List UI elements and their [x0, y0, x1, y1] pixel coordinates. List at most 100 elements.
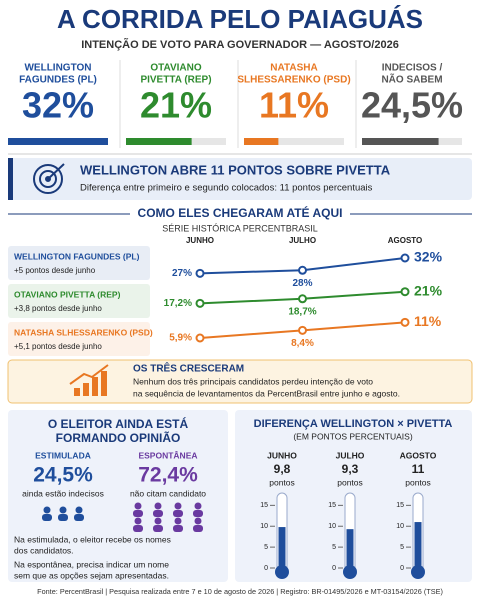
- data-label: 5,9%: [169, 333, 192, 344]
- opinion-note: dos candidatos.: [14, 545, 74, 555]
- section-subtitle: SÉRIE HISTÓRICA PERCENTBRASIL: [162, 223, 318, 233]
- stat-label: ESPONTÂNEA: [138, 449, 197, 460]
- footer: Fonte: PercentBrasil | Pesquisa realizad…: [37, 587, 443, 596]
- person-icon: [133, 510, 143, 517]
- x-tick-label: JUNHO: [186, 236, 214, 245]
- banner-title: WELLINGTON ABRE 11 PONTOS SOBRE PIVETTA: [80, 162, 391, 177]
- person-icon: [134, 502, 142, 510]
- y-tick-label: 10: [328, 523, 336, 530]
- data-label: 28%: [292, 278, 312, 289]
- x-tick-label: JUNHO: [267, 450, 297, 460]
- opinion-title: O ELEITOR AINDA ESTÁ: [48, 416, 189, 431]
- note-line: na sequência de levantamentos da Percent…: [133, 388, 400, 398]
- y-tick-label: 5: [400, 544, 404, 551]
- gap-title: DIFERENÇA WELLINGTON × PIVETTA: [254, 418, 453, 430]
- data-label: 21%: [414, 282, 443, 298]
- person-icon: [153, 525, 163, 532]
- unit-label: pontos: [337, 477, 363, 487]
- person-icon: [133, 525, 143, 532]
- point: [195, 298, 205, 308]
- note-line: Nenhum dos três principais candidatos pe…: [133, 376, 373, 386]
- point: [400, 287, 410, 297]
- candidate-name: NATASHA: [270, 63, 317, 74]
- target-icon: [33, 163, 65, 194]
- data-label: 27%: [172, 268, 192, 279]
- person-icon: [43, 506, 51, 514]
- legend-change: +5 pontos desde junho: [14, 266, 96, 275]
- candidate-name: NÃO SABEM: [381, 73, 442, 86]
- person-icon: [59, 506, 67, 514]
- card-value: 11%: [259, 85, 329, 126]
- point: [195, 268, 205, 278]
- person-icon: [153, 510, 163, 517]
- gap-subtitle: (EM PONTOS PERCENTUAIS): [293, 431, 412, 441]
- data-label: 8,4%: [291, 338, 314, 349]
- title: A CORRIDA PELO PAIAGUÁS: [57, 4, 423, 34]
- opinion-note: Na estimulada, o eleitor recebe os nomes: [14, 534, 171, 544]
- x-tick-label: AGOSTO: [400, 450, 437, 460]
- value-label: 11: [412, 462, 425, 476]
- data-label: 18,7%: [288, 306, 316, 317]
- unit-label: pontos: [405, 477, 431, 487]
- opinion-note: Na espontânea, precisa indicar um nome: [14, 559, 169, 569]
- candidate-name: WELLINGTON: [24, 63, 91, 74]
- stat-label: ESTIMULADA: [35, 450, 91, 460]
- person-icon: [154, 502, 162, 510]
- y-tick-label: 0: [400, 565, 404, 572]
- x-tick-label: AGOSTO: [388, 236, 423, 245]
- legend-box: [8, 284, 150, 318]
- person-icon: [194, 502, 202, 510]
- banner-text: Diferença entre primeiro e segundo coloc…: [80, 183, 373, 194]
- bar: [278, 527, 286, 570]
- card-value: 24,5%: [361, 85, 463, 126]
- opinion-note: sem que as opções sejam apresentadas.: [14, 570, 169, 580]
- person-icon: [174, 517, 182, 525]
- legend-name: WELLINGTON FAGUNDES (PL): [14, 251, 140, 261]
- person-icon: [75, 506, 83, 514]
- stat-value: 24,5%: [33, 464, 93, 487]
- growth-icon: [69, 364, 109, 396]
- person-icon: [42, 514, 52, 521]
- x-tick-label: JULHO: [289, 236, 316, 245]
- y-tick-label: 5: [332, 544, 336, 551]
- candidate-name: INDECISOS /: [382, 63, 443, 74]
- subtitle: INTENÇÃO DE VOTO PARA GOVERNADOR — AGOST…: [81, 38, 399, 51]
- opinion-panel: [8, 410, 228, 582]
- person-icon: [154, 517, 162, 525]
- person-icon: [193, 510, 203, 517]
- person-icon: [58, 514, 68, 521]
- bar: [346, 529, 354, 570]
- y-tick-label: 0: [332, 565, 336, 572]
- bar: [8, 138, 108, 145]
- y-tick-label: 10: [260, 523, 268, 530]
- point: [298, 265, 307, 275]
- person-icon: [193, 525, 203, 532]
- legend-name: OTAVIANO PIVETTA (REP): [14, 289, 121, 299]
- data-label: 32%: [414, 249, 443, 265]
- point: [298, 325, 307, 335]
- legend-name: NATASHA SLHESSARENKO (PSD): [14, 327, 153, 337]
- y-tick-label: 15: [328, 502, 336, 509]
- person-icon: [194, 517, 202, 525]
- note-box: [7, 359, 473, 404]
- bar: [126, 138, 192, 145]
- value-label: 9,8: [274, 462, 291, 476]
- y-tick-label: 0: [264, 565, 268, 572]
- value-label: 9,3: [342, 462, 359, 476]
- person-icon: [134, 517, 142, 525]
- point: [195, 333, 205, 343]
- banner-accent: [8, 158, 13, 200]
- bar: [414, 522, 422, 570]
- stat-caption: não citam candidato: [130, 488, 206, 498]
- legend-change: +5,1 pontos desde junho: [14, 342, 102, 351]
- data-label: 11%: [414, 313, 442, 329]
- candidate-name: OTAVIANO: [150, 63, 202, 74]
- point: [400, 317, 410, 327]
- person-icon: [173, 510, 183, 517]
- stat-value: 72,4%: [138, 464, 198, 487]
- stat-caption: ainda estão indecisos: [22, 488, 104, 498]
- person-icon: [74, 514, 84, 521]
- card-value: 32%: [22, 85, 94, 126]
- card-value: 21%: [140, 85, 212, 126]
